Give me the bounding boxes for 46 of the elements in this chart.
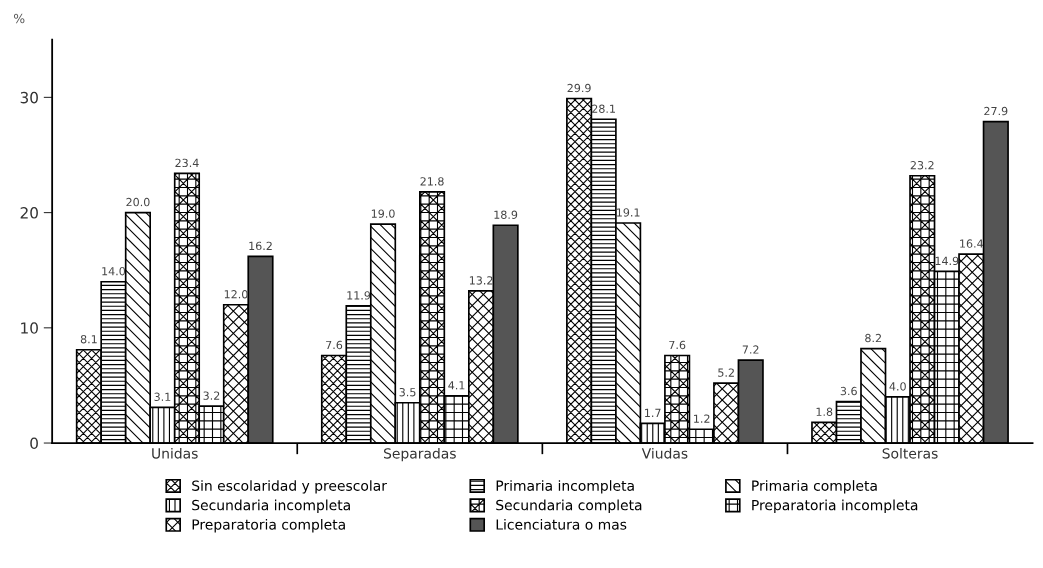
y-tick-label: 10 bbox=[21, 322, 38, 334]
y-tick-label: 30 bbox=[20, 91, 38, 104]
data-label: 29.9 bbox=[567, 83, 591, 93]
legend-label: Sin escolaridad y preescolar bbox=[192, 480, 387, 494]
y-tick-label: 0 bbox=[30, 437, 38, 450]
legend-label: Preparatoria completa bbox=[192, 518, 345, 533]
data-label: 23.2 bbox=[910, 161, 934, 170]
data-label: 3.2 bbox=[203, 391, 220, 400]
data-label: 11.9 bbox=[347, 291, 371, 300]
legend-label: Primaria completa bbox=[752, 480, 877, 494]
x-tick-label: Viudas bbox=[641, 447, 688, 459]
data-label: 3.1 bbox=[154, 392, 171, 401]
x-tick-label: Unidas bbox=[152, 447, 198, 459]
data-label: 7.6 bbox=[326, 340, 343, 350]
data-label: 14.0 bbox=[102, 267, 126, 276]
data-label: 23.4 bbox=[175, 158, 199, 168]
data-label: 16.2 bbox=[249, 241, 272, 251]
data-label: 1.2 bbox=[694, 414, 710, 423]
legend-label: Preparatoria incompleta bbox=[752, 499, 918, 514]
data-label: 1.8 bbox=[816, 407, 833, 416]
data-label: 4.0 bbox=[889, 382, 906, 391]
legend-label: Primaria incompleta bbox=[496, 480, 634, 494]
x-tick-label: Separadas bbox=[383, 447, 456, 462]
data-label: 7.6 bbox=[669, 340, 686, 350]
data-label: 19.1 bbox=[617, 208, 640, 217]
data-label: 20.0 bbox=[126, 197, 150, 207]
data-label: 21.8 bbox=[420, 177, 444, 186]
data-label: 7.2 bbox=[742, 345, 759, 354]
data-label: 8.1 bbox=[80, 334, 97, 344]
data-label: 18.9 bbox=[494, 210, 518, 219]
y-tick-label: 20 bbox=[20, 207, 38, 219]
data-label: 5.2 bbox=[718, 368, 734, 377]
legend-label: Secundaria incompleta bbox=[192, 499, 350, 514]
x-tick-label: Solteras bbox=[882, 447, 938, 459]
data-label: 4.1 bbox=[448, 381, 465, 390]
data-label: 1.7 bbox=[645, 408, 661, 417]
legend-label: Licenciatura o mas bbox=[496, 518, 627, 530]
data-label: 3.5 bbox=[399, 387, 416, 397]
data-label: 19.0 bbox=[371, 209, 395, 218]
legend-label: Secundaria completa bbox=[496, 499, 642, 514]
data-label: 27.9 bbox=[984, 106, 1008, 116]
y-axis-title: % bbox=[13, 13, 25, 24]
data-label: 8.2 bbox=[865, 333, 881, 343]
data-label: 3.6 bbox=[840, 386, 857, 396]
data-label: 16.4 bbox=[960, 239, 984, 248]
data-label: 28.1 bbox=[592, 104, 615, 113]
